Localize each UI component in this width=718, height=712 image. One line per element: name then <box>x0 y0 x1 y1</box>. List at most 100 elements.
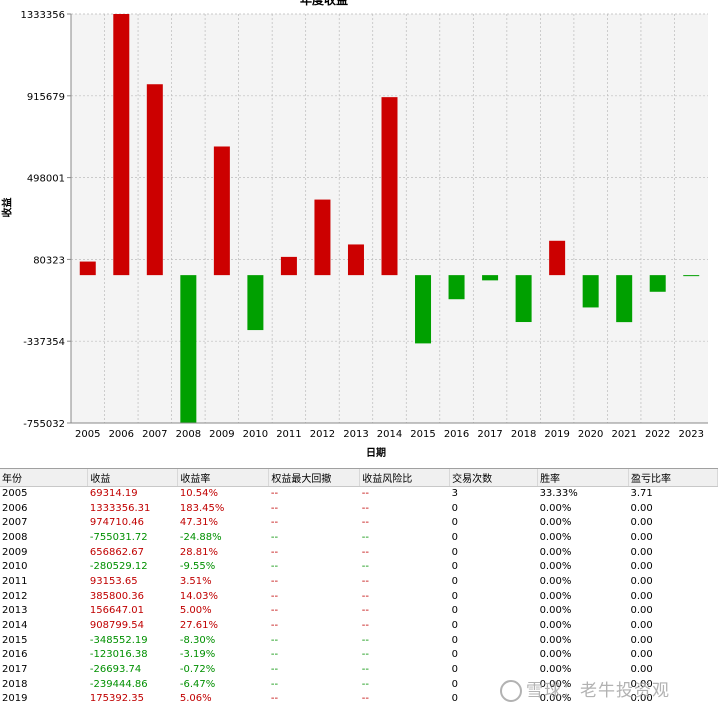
table-cell: -24.88% <box>179 531 222 543</box>
y-tick-label: 498001 <box>27 174 65 185</box>
table-cell: 0.00 <box>630 575 653 587</box>
table-cell: 2018 <box>2 678 28 690</box>
table-row[interactable]: 2014 908799.54 27.61% -- -- 0 0.00% 0.00 <box>0 619 718 634</box>
table-row[interactable]: 2011 93153.65 3.51% -- -- 0 0.00% 0.00 <box>0 575 718 590</box>
x-tick-label: 2012 <box>310 429 335 440</box>
table-cell: -123016.38 <box>89 649 148 661</box>
y-tick-label: -337354 <box>23 337 65 348</box>
bar <box>415 275 432 344</box>
x-tick-label: 2022 <box>645 429 670 440</box>
column-header[interactable]: 收益 <box>87 469 179 487</box>
table-cell: 0.00% <box>539 590 572 602</box>
table-row[interactable]: 2006 1333356.31 183.45% -- -- 0 0.00% 0.00 <box>0 501 718 516</box>
table-cell: -- <box>361 561 369 573</box>
table-cell: 0 <box>451 502 459 514</box>
bar <box>683 275 700 277</box>
table-cell: 0 <box>451 620 459 632</box>
column-header[interactable]: 收益率 <box>177 469 270 487</box>
chart-area: 1333356 915679 498001 80323 -337354 -755032 20… <box>2 0 708 459</box>
table-row[interactable]: 2016 -123016.38 -3.19% -- -- 0 0.00% 0.00 <box>0 648 718 663</box>
table-cell: 0.00 <box>630 531 653 543</box>
table-row[interactable]: 2010 -280529.12 -9.55% -- -- 0 0.00% 0.00 <box>0 560 718 575</box>
y-axis-label: 收益 <box>2 197 14 218</box>
table-row[interactable]: 2008 -755031.72 -24.88% -- -- 0 0.00% 0.00 <box>0 531 718 546</box>
table-cell: 0.00% <box>539 546 572 558</box>
table-cell: -- <box>270 531 279 543</box>
table-cell: -0.72% <box>179 664 216 676</box>
x-axis-label: 日期 <box>366 448 386 459</box>
snowball-logo-icon <box>500 680 522 702</box>
column-header[interactable]: 胜率 <box>537 469 629 487</box>
table-cell: 0.00% <box>539 634 572 646</box>
table-row[interactable]: 2009 656862.67 28.81% -- -- 0 0.00% 0.00 <box>0 545 718 560</box>
x-tick-label: 2006 <box>109 429 134 440</box>
table-cell: 0.00% <box>539 693 572 705</box>
table-cell: 3.51% <box>179 575 212 587</box>
table-row[interactable]: 2019 175392.35 5.06% -- -- 0 0.00% 0.00 <box>0 692 718 707</box>
table-cell: -- <box>270 561 279 573</box>
table-cell: -- <box>361 546 369 558</box>
bar <box>180 275 197 423</box>
x-tick-label: 2008 <box>176 429 201 440</box>
table-cell: 908799.54 <box>89 620 144 632</box>
table-cell: 0 <box>451 634 459 646</box>
table-cell: -- <box>270 575 279 587</box>
bar-chart: 1333356 915679 498001 80323 -337354 -755032 20… <box>20 10 708 440</box>
table-cell: -348552.19 <box>89 634 148 646</box>
table-cell: 0 <box>451 561 459 573</box>
table-row[interactable]: 2018 -239444.86 -6.47% -- -- 0 0.00% 0.00 <box>0 677 718 692</box>
column-header[interactable]: 交易次数 <box>449 469 539 487</box>
stats-table-container: 年份 收益 收益率 权益最大回撤 收益风险比 交易次数 胜率 盈亏比率 2005 69314.1… <box>0 468 718 712</box>
table-row[interactable]: 2007 974710.46 47.31% -- -- 0 0.00% 0.00 <box>0 516 718 531</box>
bar <box>213 146 230 276</box>
table-cell: 2012 <box>2 590 28 602</box>
table-cell: -- <box>361 487 369 499</box>
table-header-row: 年份 收益 收益率 权益最大回撤 收益风险比 交易次数 胜率 盈亏比率 <box>0 469 718 487</box>
table-cell: 0.00 <box>630 517 653 529</box>
table-cell: 0.00 <box>630 693 653 705</box>
table-cell: -- <box>361 649 369 661</box>
table-cell: 33.33% <box>539 487 578 499</box>
table-row[interactable]: 2012 385800.36 14.03% -- -- 0 0.00% 0.00 <box>0 589 718 604</box>
x-tick-label: 2005 <box>75 429 100 440</box>
column-header[interactable]: 权益最大回撤 <box>268 469 361 487</box>
table-cell: -- <box>270 693 279 705</box>
table-cell: 974710.46 <box>89 517 144 529</box>
x-tick-label: 2017 <box>477 429 502 440</box>
table-cell: 0.00 <box>630 664 653 676</box>
table-row[interactable]: 2015 -348552.19 -8.30% -- -- 0 0.00% 0.00 <box>0 633 718 648</box>
table-cell: 385800.36 <box>89 590 144 602</box>
table-cell: 0.00 <box>630 605 653 617</box>
table-cell: 0 <box>451 590 459 602</box>
table-cell: 0.00% <box>539 605 572 617</box>
column-header[interactable]: 盈亏比率 <box>628 469 718 487</box>
table-cell: 2006 <box>2 502 28 514</box>
table-cell: -- <box>270 634 279 646</box>
y-tick-label: 80323 <box>33 255 65 266</box>
table-cell: 0.00 <box>630 561 653 573</box>
table-cell: -- <box>270 546 279 558</box>
table-row[interactable]: 2017 -26693.74 -0.72% -- -- 0 0.00% 0.00 <box>0 663 718 678</box>
column-header[interactable]: 年份 <box>0 469 89 487</box>
table-cell: 27.61% <box>179 620 219 632</box>
table-row[interactable]: 2005 69314.19 10.54% -- -- 3 33.33% 3.71 <box>0 486 718 501</box>
table-cell: -- <box>361 634 369 646</box>
table-cell: 0 <box>451 693 459 705</box>
table-cell: 0 <box>451 664 459 676</box>
bar <box>549 240 566 276</box>
table-cell: -280529.12 <box>89 561 148 573</box>
x-tick-label: 2010 <box>243 429 268 440</box>
table-cell: -755031.72 <box>89 531 148 543</box>
x-tick-label: 2009 <box>209 429 234 440</box>
table-cell: -- <box>270 678 279 690</box>
stats-table: 年份 收益 收益率 权益最大回撤 收益风险比 交易次数 胜率 盈亏比率 2005 69314.1… <box>0 469 718 707</box>
column-header[interactable]: 收益风险比 <box>359 469 451 487</box>
bar <box>448 275 465 300</box>
table-cell: 2014 <box>2 620 28 632</box>
x-tick-label: 2013 <box>343 429 368 440</box>
table-cell: -- <box>361 620 369 632</box>
table-row[interactable]: 2013 156647.01 5.00% -- -- 0 0.00% 0.00 <box>0 604 718 619</box>
x-tick-label: 2015 <box>410 429 435 440</box>
table-cell: -- <box>361 605 369 617</box>
table-cell: -- <box>361 664 369 676</box>
